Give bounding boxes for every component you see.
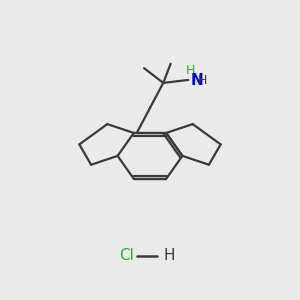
Text: H: H [163,248,175,263]
Text: H: H [198,74,207,87]
Text: Cl: Cl [119,248,134,263]
Text: N: N [190,73,203,88]
Text: H: H [186,64,195,77]
